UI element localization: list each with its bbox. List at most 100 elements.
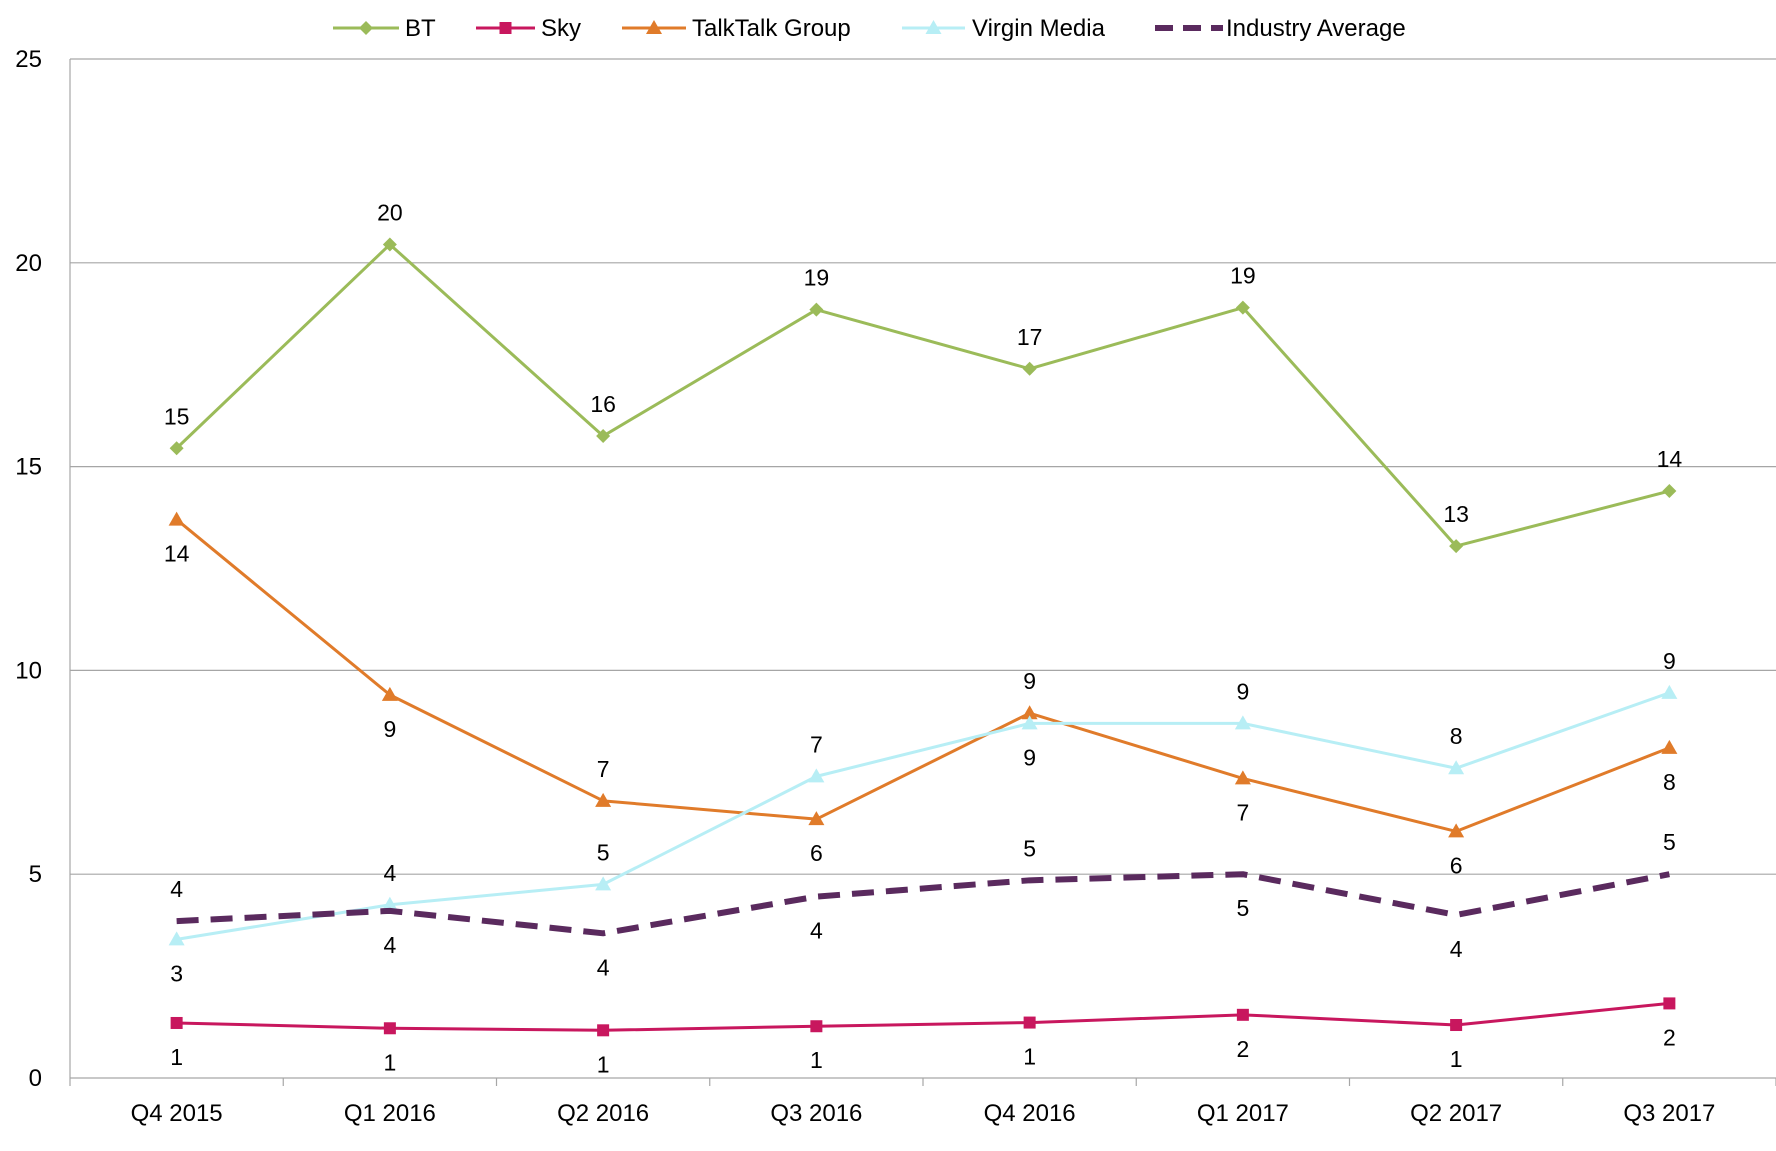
series-line bbox=[176, 691, 1670, 941]
data-point bbox=[1663, 997, 1676, 1010]
data-label: 20 bbox=[377, 199, 403, 225]
data-label: 5 bbox=[1663, 829, 1676, 855]
data-point bbox=[595, 792, 612, 807]
y-tick-label: 25 bbox=[15, 46, 42, 73]
data-point bbox=[595, 876, 612, 891]
data-label: 7 bbox=[1236, 799, 1249, 825]
y-tick-label: 20 bbox=[15, 250, 42, 277]
data-label: 8 bbox=[1450, 723, 1463, 749]
data-label: 2 bbox=[1663, 1024, 1676, 1050]
data-point bbox=[810, 1020, 823, 1033]
data-point bbox=[808, 811, 825, 826]
legend: BT Sky TalkTalk Group Virgin Media Industry … bbox=[333, 15, 1406, 42]
x-tick-label: Q1 2017 bbox=[1197, 1100, 1289, 1127]
data-point bbox=[1021, 705, 1038, 720]
y-tick-label: 0 bbox=[29, 1065, 42, 1092]
y-tick-label: 10 bbox=[15, 657, 42, 684]
data-point bbox=[168, 931, 185, 946]
data-label: 19 bbox=[1230, 263, 1256, 289]
series-line bbox=[176, 871, 1670, 937]
data-label: 14 bbox=[164, 541, 190, 567]
series-line bbox=[175, 242, 1670, 548]
data-label: 4 bbox=[383, 860, 396, 886]
legend-label: TalkTalk Group bbox=[692, 15, 851, 42]
series-virgin-media bbox=[168, 684, 1678, 946]
data-point bbox=[809, 302, 824, 317]
series-lines bbox=[168, 237, 1678, 1037]
legend-marker bbox=[359, 21, 373, 35]
data-point bbox=[381, 686, 398, 701]
data-point bbox=[808, 768, 825, 783]
data-label: 13 bbox=[1443, 501, 1469, 527]
data-label: 14 bbox=[1657, 446, 1683, 472]
y-tick-label: 15 bbox=[15, 454, 42, 481]
x-tick-label: Q4 2016 bbox=[984, 1100, 1076, 1127]
legend-item: Virgin Media bbox=[902, 15, 1106, 42]
data-label: 1 bbox=[810, 1047, 823, 1073]
data-point bbox=[168, 511, 185, 526]
data-label: 9 bbox=[1023, 744, 1036, 770]
data-label: 17 bbox=[1017, 324, 1043, 350]
data-point bbox=[1661, 684, 1678, 699]
legend-marker bbox=[925, 20, 942, 34]
data-label: 6 bbox=[1450, 852, 1463, 878]
x-tick-label: Q3 2017 bbox=[1623, 1100, 1715, 1127]
data-label: 7 bbox=[597, 756, 610, 782]
series-talktalk-group bbox=[168, 511, 1678, 838]
data-point bbox=[597, 1024, 610, 1037]
data-point bbox=[381, 896, 398, 911]
data-label: 5 bbox=[597, 839, 610, 865]
data-label: 4 bbox=[170, 876, 183, 902]
series-line bbox=[176, 1001, 1670, 1032]
data-label: 19 bbox=[804, 265, 830, 291]
x-tick-label: Q3 2016 bbox=[770, 1100, 862, 1127]
legend-item: TalkTalk Group bbox=[622, 15, 851, 42]
data-label: 9 bbox=[383, 716, 396, 742]
data-labels: 15 20 16 19 17 19 13 14 1 1 1 1 1 2 1 2 14 9 7 6 9 7 6 8 3 4 5 7 9 9 8… bbox=[164, 199, 1683, 1077]
series-line bbox=[175, 518, 1670, 833]
data-point bbox=[596, 429, 611, 444]
legend-label: BT bbox=[405, 15, 436, 42]
legend-label: Industry Average bbox=[1226, 15, 1406, 42]
data-label: 4 bbox=[1450, 936, 1463, 962]
data-point bbox=[382, 237, 397, 252]
data-label: 4 bbox=[597, 954, 610, 980]
data-point bbox=[1662, 484, 1677, 499]
data-point bbox=[1235, 300, 1250, 315]
legend-marker bbox=[646, 20, 662, 34]
y-tick-label: 5 bbox=[29, 861, 42, 888]
data-label: 9 bbox=[1663, 648, 1676, 674]
data-label: 2 bbox=[1236, 1036, 1249, 1062]
data-label: 15 bbox=[164, 403, 190, 429]
data-point bbox=[170, 1016, 183, 1029]
data-label: 1 bbox=[1023, 1044, 1036, 1070]
data-point bbox=[1448, 760, 1465, 775]
gridlines bbox=[70, 58, 1776, 875]
data-point bbox=[1661, 739, 1678, 754]
series-bt bbox=[169, 237, 1677, 554]
legend-marker bbox=[499, 22, 512, 34]
data-label: 5 bbox=[1236, 895, 1249, 921]
series-sky bbox=[170, 997, 1676, 1037]
data-point bbox=[1021, 715, 1038, 730]
data-label: 4 bbox=[383, 932, 396, 958]
data-point bbox=[1234, 715, 1251, 730]
data-label: 16 bbox=[590, 391, 616, 417]
data-label: 8 bbox=[1663, 769, 1676, 795]
legend-label: Virgin Media bbox=[972, 15, 1106, 42]
data-label: 1 bbox=[1450, 1046, 1463, 1072]
data-point bbox=[1448, 823, 1465, 838]
data-label: 6 bbox=[810, 840, 823, 866]
data-label: 1 bbox=[383, 1049, 396, 1075]
legend-label: Sky bbox=[541, 15, 581, 42]
data-label: 1 bbox=[170, 1044, 183, 1070]
x-tick-label: Q2 2016 bbox=[557, 1100, 649, 1127]
data-point bbox=[1234, 770, 1251, 785]
data-point bbox=[1023, 1016, 1036, 1029]
data-point bbox=[1236, 1008, 1249, 1021]
legend-item: Sky bbox=[476, 15, 581, 42]
data-label: 1 bbox=[597, 1051, 610, 1077]
